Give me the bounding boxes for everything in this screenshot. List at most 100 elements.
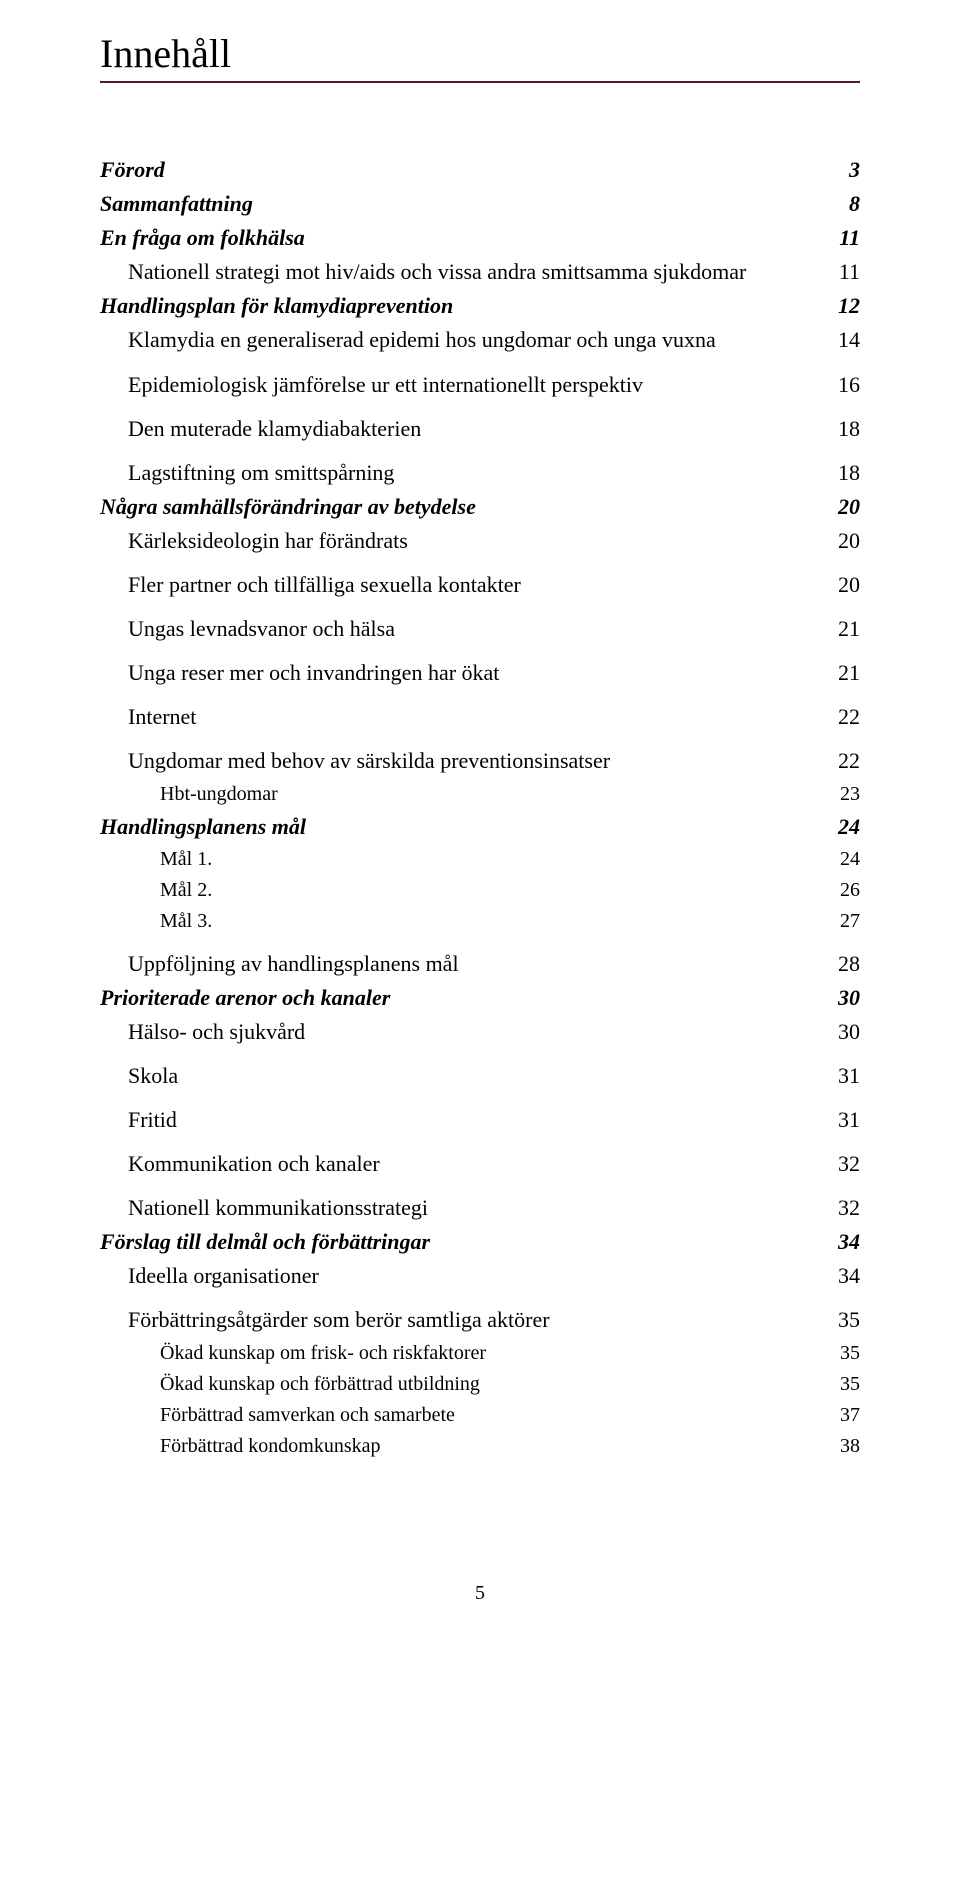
- toc-row: Sammanfattning8: [100, 187, 860, 221]
- toc-label: Skola: [128, 1059, 820, 1093]
- toc-label: Lagstiftning om smittspårning: [128, 456, 820, 490]
- toc-page: 23: [820, 779, 860, 810]
- toc-page: 8: [820, 187, 860, 221]
- page-title: Innehåll: [100, 30, 860, 77]
- toc-label: Förbättringsåtgärder som berör samtliga …: [128, 1303, 820, 1337]
- toc-row: Ideella organisationer34: [128, 1259, 860, 1293]
- toc-label: Ungas levnadsvanor och hälsa: [128, 612, 820, 646]
- toc-row: Förbättrad kondomkunskap38: [160, 1431, 860, 1462]
- toc-list: Förord3Sammanfattning8En fråga om folkhä…: [100, 153, 860, 1462]
- toc-row: Handlingsplan för klamydiaprevention12: [100, 289, 860, 323]
- toc-page: 11: [820, 221, 860, 255]
- toc-label: Några samhällsförändringar av betydelse: [100, 490, 820, 524]
- toc-page: 34: [820, 1259, 860, 1293]
- toc-row: Kärleksideologin har förändrats20: [128, 524, 860, 558]
- toc-row: Prioriterade arenor och kanaler30: [100, 981, 860, 1015]
- title-underline: [100, 81, 860, 83]
- toc-row: Förbättringsåtgärder som berör samtliga …: [128, 1303, 860, 1337]
- toc-page: 21: [820, 612, 860, 646]
- toc-label: Hälso- och sjukvård: [128, 1015, 820, 1049]
- toc-page: 3: [820, 153, 860, 187]
- toc-page: 18: [820, 412, 860, 446]
- toc-page: 31: [820, 1103, 860, 1137]
- toc-label: Förbättrad samverkan och samarbete: [160, 1400, 820, 1431]
- toc-label: Ökad kunskap och förbättrad utbildning: [160, 1369, 820, 1400]
- toc-page: 11: [820, 255, 860, 289]
- toc-page: 35: [820, 1303, 860, 1337]
- toc-row: Mål 1.24: [160, 844, 860, 875]
- toc-page: 30: [820, 1015, 860, 1049]
- toc-page: 30: [820, 981, 860, 1015]
- toc-label: Uppföljning av handlingsplanens mål: [128, 947, 820, 981]
- toc-label: Sammanfattning: [100, 187, 820, 221]
- toc-page: 16: [820, 368, 860, 402]
- toc-row: Förbättrad samverkan och samarbete37: [160, 1400, 860, 1431]
- toc-row: Skola31: [128, 1059, 860, 1093]
- page-number-footer: 5: [100, 1582, 860, 1605]
- toc-label: Ungdomar med behov av särskilda preventi…: [128, 744, 820, 778]
- toc-label: Fritid: [128, 1103, 820, 1137]
- toc-row: Ungdomar med behov av särskilda preventi…: [128, 744, 860, 778]
- toc-row: Lagstiftning om smittspårning18: [128, 456, 860, 490]
- toc-label: Mål 1.: [160, 844, 820, 875]
- toc-label: Hbt-ungdomar: [160, 779, 820, 810]
- toc-label: Fler partner och tillfälliga sexuella ko…: [128, 568, 820, 602]
- toc-label: Klamydia en generaliserad epidemi hos un…: [128, 323, 820, 357]
- toc-page: 32: [820, 1191, 860, 1225]
- toc-label: Handlingsplanens mål: [100, 810, 820, 844]
- toc-row: Hälso- och sjukvård30: [128, 1015, 860, 1049]
- toc-row: Några samhällsförändringar av betydelse2…: [100, 490, 860, 524]
- toc-page: 24: [820, 810, 860, 844]
- toc-page: 26: [820, 875, 860, 906]
- toc-page: 35: [820, 1369, 860, 1400]
- toc-label: Handlingsplan för klamydiaprevention: [100, 289, 820, 323]
- toc-row: Mål 2.26: [160, 875, 860, 906]
- toc-label: Förord: [100, 153, 820, 187]
- toc-label: Ideella organisationer: [128, 1259, 820, 1293]
- toc-page: 12: [820, 289, 860, 323]
- toc-row: Ökad kunskap och förbättrad utbildning35: [160, 1369, 860, 1400]
- toc-row: Epidemiologisk jämförelse ur ett interna…: [128, 368, 860, 402]
- toc-row: Internet22: [128, 700, 860, 734]
- toc-label: Nationell kommunikationsstrategi: [128, 1191, 820, 1225]
- toc-page: 24: [820, 844, 860, 875]
- toc-row: Nationell kommunikationsstrategi32: [128, 1191, 860, 1225]
- toc-label: Epidemiologisk jämförelse ur ett interna…: [128, 368, 820, 402]
- toc-page: 31: [820, 1059, 860, 1093]
- toc-label: Kommunikation och kanaler: [128, 1147, 820, 1181]
- toc-label: Den muterade klamydiabakterien: [128, 412, 820, 446]
- toc-row: En fråga om folkhälsa11: [100, 221, 860, 255]
- toc-page: 20: [820, 524, 860, 558]
- toc-row: Fritid31: [128, 1103, 860, 1137]
- toc-label: Ökad kunskap om frisk- och riskfaktorer: [160, 1338, 820, 1369]
- toc-page: 32: [820, 1147, 860, 1181]
- toc-label: Mål 2.: [160, 875, 820, 906]
- toc-page: 37: [820, 1400, 860, 1431]
- toc-label: Kärleksideologin har förändrats: [128, 524, 820, 558]
- toc-page: 35: [820, 1338, 860, 1369]
- toc-row: Ungas levnadsvanor och hälsa21: [128, 612, 860, 646]
- toc-row: Handlingsplanens mål24: [100, 810, 860, 844]
- toc-row: Kommunikation och kanaler32: [128, 1147, 860, 1181]
- toc-row: Den muterade klamydiabakterien18: [128, 412, 860, 446]
- toc-page: 18: [820, 456, 860, 490]
- toc-label: Internet: [128, 700, 820, 734]
- toc-label: Nationell strategi mot hiv/aids och viss…: [128, 255, 820, 289]
- toc-page: 28: [820, 947, 860, 981]
- toc-row: Förslag till delmål och förbättringar34: [100, 1225, 860, 1259]
- toc-page: 20: [820, 490, 860, 524]
- toc-row: Uppföljning av handlingsplanens mål28: [128, 947, 860, 981]
- toc-page: 38: [820, 1431, 860, 1462]
- toc-row: Klamydia en generaliserad epidemi hos un…: [128, 323, 860, 357]
- toc-row: Ökad kunskap om frisk- och riskfaktorer3…: [160, 1338, 860, 1369]
- toc-page: 22: [820, 700, 860, 734]
- toc-row: Nationell strategi mot hiv/aids och viss…: [128, 255, 860, 289]
- toc-page: 34: [820, 1225, 860, 1259]
- toc-page: 20: [820, 568, 860, 602]
- toc-label: Prioriterade arenor och kanaler: [100, 981, 820, 1015]
- toc-row: Unga reser mer och invandringen har ökat…: [128, 656, 860, 690]
- toc-row: Fler partner och tillfälliga sexuella ko…: [128, 568, 860, 602]
- toc-row: Mål 3.27: [160, 906, 860, 937]
- toc-page: 14: [820, 323, 860, 357]
- toc-label: Mål 3.: [160, 906, 820, 937]
